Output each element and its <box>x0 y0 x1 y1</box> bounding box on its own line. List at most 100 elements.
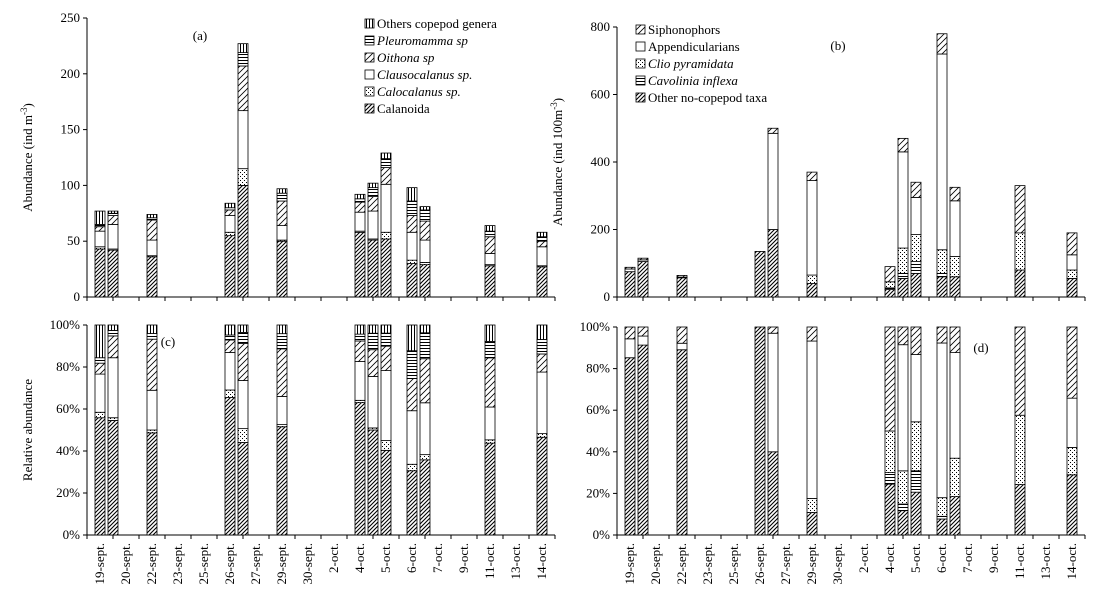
x-tick-label: 19-sept. <box>622 543 637 585</box>
chart-panel-d: 0% 20% 40% 60% 80% 100% 19-sept. 20-sept. 22-sep… <box>580 319 1086 585</box>
legend-entry: Other no-copepod taxa <box>648 90 767 105</box>
bar-segment-b <box>910 234 922 262</box>
bar-segment-c <box>380 370 392 441</box>
bar-segment-b <box>1014 232 1026 271</box>
x-tick-label: 25-sept. <box>726 543 741 585</box>
bar-segment-c <box>107 357 119 419</box>
bar-segment-c <box>354 324 366 335</box>
x-tick-label: 19-sept. <box>92 543 107 585</box>
bar-segment-b <box>949 276 961 298</box>
bar-segment-c <box>406 378 418 412</box>
bar-segment-b <box>624 268 636 273</box>
legend-swatch <box>635 24 646 35</box>
bar-segment-c <box>536 371 548 435</box>
bar-segment-c <box>107 330 119 337</box>
bar-segment-c <box>276 348 288 397</box>
bar-segment-c <box>237 324 249 333</box>
bar-segment-c <box>94 417 106 536</box>
y-tick-label: 0% <box>63 527 81 542</box>
legend-swatch <box>635 58 646 69</box>
bar-segment-c <box>419 358 431 404</box>
bar-segment-c <box>380 324 392 334</box>
bar-segment-d <box>624 326 636 340</box>
bar-segment-c <box>276 396 288 425</box>
bar-segment-b <box>910 181 922 198</box>
bar-segment-b <box>676 274 688 278</box>
x-tick-label: 14-oct. <box>534 543 549 579</box>
x-tick-label: 27-sept. <box>778 543 793 585</box>
bar-segment-c <box>94 373 106 413</box>
bar-segment-a <box>419 220 431 241</box>
bar-segment-c <box>419 459 431 536</box>
panel-label-a: (a) <box>193 28 207 43</box>
bar-segment-b <box>936 249 948 274</box>
bar-segment-c <box>237 428 249 443</box>
bar-segment-a <box>380 231 392 240</box>
legend-swatch <box>364 69 375 80</box>
x-tick-label: 11-oct. <box>1012 543 1027 579</box>
x-tick-label: 20-sept. <box>118 543 133 585</box>
bar-segment-c <box>224 352 236 391</box>
bar-segment-c <box>146 338 158 391</box>
x-tick-label: 27-sept. <box>248 543 263 585</box>
x-tick-label: 5-oct. <box>378 543 393 573</box>
legend-entry: Calanoida <box>377 101 430 116</box>
x-tick-label: 20-sept. <box>648 543 663 585</box>
bar-segment-d <box>949 457 961 498</box>
bar-segment-a <box>419 209 431 222</box>
bar-segment-c <box>380 440 392 451</box>
bar-segment-c <box>354 333 366 342</box>
y-tick-label: 20% <box>56 485 80 500</box>
bar-segment-c <box>276 426 288 536</box>
bar-segment-c <box>484 341 496 359</box>
x-tick-label: 2-oct. <box>326 543 341 573</box>
bar-segment-c <box>276 333 288 350</box>
bar-segment-d <box>884 483 896 536</box>
x-tick-label: 9-oct. <box>986 543 1001 573</box>
legend-entry: Siphonophors <box>648 22 720 37</box>
x-tick-label: 29-sept. <box>274 543 289 585</box>
bar-segment-d <box>897 344 909 472</box>
bar-segment-c <box>406 463 418 472</box>
bar-segment-d <box>949 326 961 354</box>
x-tick-label: 11-oct. <box>482 543 497 579</box>
bar-segment-b <box>910 261 922 274</box>
legend-entry: Clausocalanus sp. <box>377 67 472 82</box>
bar-segment-a <box>107 215 119 225</box>
bar-segment-a <box>367 196 379 212</box>
bar-segment-c <box>536 436 548 536</box>
y-tick-label: 150 <box>61 122 81 137</box>
bar-segment-b <box>936 53 948 251</box>
bar-segment-a <box>224 235 236 298</box>
bar-segment-a <box>367 187 379 197</box>
bar-segment-b <box>637 257 649 261</box>
bar-segment-c <box>367 376 379 429</box>
bar-segment-a <box>380 152 392 160</box>
bar-segment-a <box>406 231 418 261</box>
bar-segment-b <box>897 151 909 249</box>
bar-segment-d <box>1066 326 1078 399</box>
bar-segment-c <box>107 335 119 359</box>
y-tick-label: 80% <box>56 359 80 374</box>
y-tick-label: 0 <box>604 289 611 304</box>
bar-segment-d <box>637 335 649 346</box>
bar-segment-b <box>897 272 909 279</box>
legend-swatch <box>635 41 646 52</box>
legend-entry: Oithona sp <box>377 50 435 65</box>
bar-segment-d <box>949 352 961 459</box>
bar-segment-d <box>806 498 818 513</box>
x-tick-label: 26-sept. <box>222 543 237 585</box>
legend-entry: Calocalanus sp. <box>377 84 461 99</box>
bar-segment-a <box>276 225 288 241</box>
bar-segment-b <box>884 289 896 298</box>
bar-segment-d <box>1066 447 1078 476</box>
bar-segment-a <box>146 239 158 257</box>
bar-segment-d <box>624 357 636 536</box>
legend-swatch <box>364 35 375 46</box>
bar-segment-d <box>897 503 909 512</box>
bar-segment-b <box>624 266 636 270</box>
bar-segment-b <box>910 272 922 298</box>
bar-segment-a <box>276 188 288 194</box>
bar-segment-a <box>484 253 496 266</box>
